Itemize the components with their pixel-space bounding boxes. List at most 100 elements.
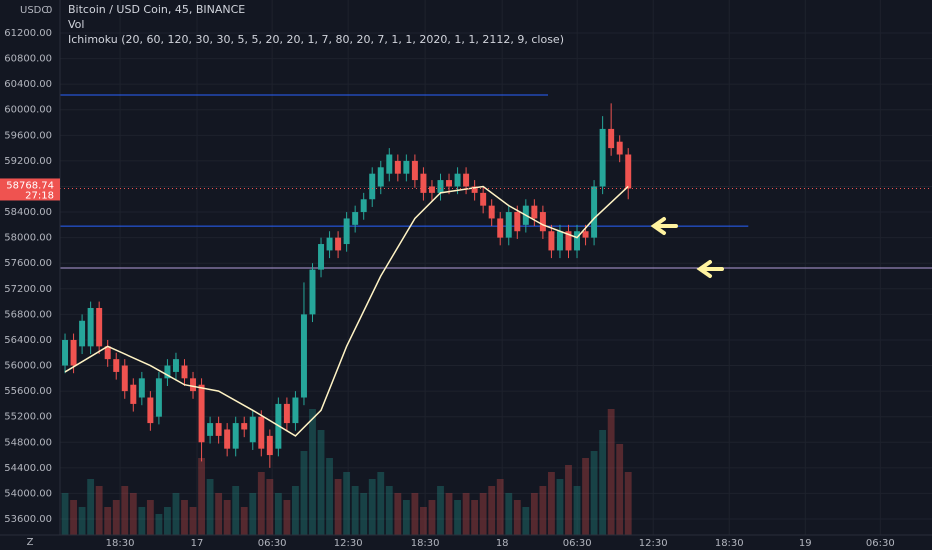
volume-bar [300, 451, 308, 535]
volume-bar [146, 500, 154, 535]
volume-bar [599, 430, 607, 535]
volume-bar [548, 472, 555, 535]
candle-body [377, 167, 384, 187]
candle-body [164, 365, 171, 379]
candle-body [591, 186, 598, 238]
x-tick-label: 12:30 [639, 538, 668, 549]
volume-bar [181, 500, 188, 535]
volume-bar [539, 486, 547, 535]
candle-body [454, 173, 461, 187]
volume-bar [240, 507, 248, 535]
volume-bar [445, 493, 453, 535]
volume-bar [513, 500, 521, 535]
volume-bar [556, 479, 564, 535]
candle-body [403, 160, 410, 174]
candle-body [309, 269, 316, 315]
candle-body [471, 186, 478, 193]
candle-body [215, 423, 222, 436]
volume-bar [394, 493, 402, 535]
moving-average [64, 185, 629, 437]
volume-bar [87, 479, 95, 535]
volume-bar [274, 493, 282, 535]
candle-body [172, 359, 179, 372]
candle-body [437, 180, 444, 193]
x-tick-label: 18:30 [106, 538, 135, 549]
symbol: USDC [20, 5, 48, 16]
volume-bar [164, 507, 171, 535]
x-tick-label: 17 [191, 538, 204, 549]
volume-bar [283, 500, 291, 535]
candle-body [599, 128, 606, 187]
last-price-box [0, 178, 60, 201]
candle-body [207, 423, 214, 436]
y-tick-label: 59600.00 [4, 130, 52, 141]
candle-body [505, 212, 512, 238]
x-tick-label: 12:30 [334, 538, 363, 549]
chart-title: Bitcoin / USD Coin, 45, BINANCE [68, 3, 245, 16]
volume-bar [232, 486, 240, 535]
candle-body [62, 339, 69, 366]
volume-bar [95, 486, 103, 535]
candle-body [96, 307, 103, 347]
candle-body [87, 307, 94, 347]
volume-bar [573, 486, 581, 535]
volume-bar [206, 479, 214, 535]
candle-body [121, 365, 128, 392]
candle-body [565, 231, 572, 251]
volume-bar [360, 493, 368, 535]
candle-body [335, 237, 342, 251]
candle-body [556, 231, 563, 251]
y-tick-label: 53600.00 [4, 514, 52, 525]
volume-bar [454, 500, 461, 535]
candle-body [198, 384, 205, 443]
candle-body [343, 218, 350, 245]
candle-body [394, 160, 401, 174]
candle-body [181, 365, 188, 379]
y-tick-label: 57200.00 [4, 284, 52, 295]
candle-body [155, 378, 162, 417]
volume-bar [121, 486, 129, 535]
volume-bar [462, 493, 470, 535]
volume-bar [471, 500, 479, 535]
volume-bar [292, 486, 299, 535]
candle-body [79, 320, 86, 347]
volume-bar [215, 493, 223, 535]
volume-label: Vol [68, 18, 84, 31]
volume-bar [496, 479, 504, 535]
arrow [650, 217, 678, 235]
candle-body [318, 244, 325, 270]
volume-bar [334, 479, 342, 535]
volume-bar [129, 493, 137, 535]
volume-bar [607, 409, 615, 535]
volume-bar [155, 514, 163, 535]
x-tick-label: 19 [799, 538, 812, 549]
candle-body [463, 173, 470, 187]
volume-bar [420, 507, 427, 535]
candle-body [420, 173, 427, 193]
candle-body [232, 423, 239, 449]
candle-body [70, 339, 77, 366]
volume-bar [590, 451, 598, 535]
last-price-label: 58768.74 [6, 180, 54, 191]
x-tick-label: 06:30 [563, 538, 592, 549]
volume-bar [317, 430, 325, 535]
x-tick-label: 06:30 [866, 538, 895, 549]
volume-bar [505, 493, 513, 535]
candle-body [138, 378, 145, 398]
candle-body [548, 231, 555, 251]
volume-bar [223, 500, 231, 535]
volume-bar [172, 493, 180, 535]
y-tick-label: 58400.00 [4, 207, 52, 218]
y-tick-label: 54400.00 [4, 463, 52, 474]
volume-bar [138, 507, 146, 535]
candle-body [514, 212, 521, 232]
candle-body [292, 397, 299, 424]
candle-body [104, 346, 111, 360]
plot-area [60, 0, 932, 535]
y-tick-label: 60000.00 [4, 105, 52, 116]
y-tick-label: 57600.00 [4, 258, 52, 269]
candle-body [369, 173, 376, 200]
volume-bar [189, 507, 197, 535]
volume-bar [309, 409, 316, 535]
